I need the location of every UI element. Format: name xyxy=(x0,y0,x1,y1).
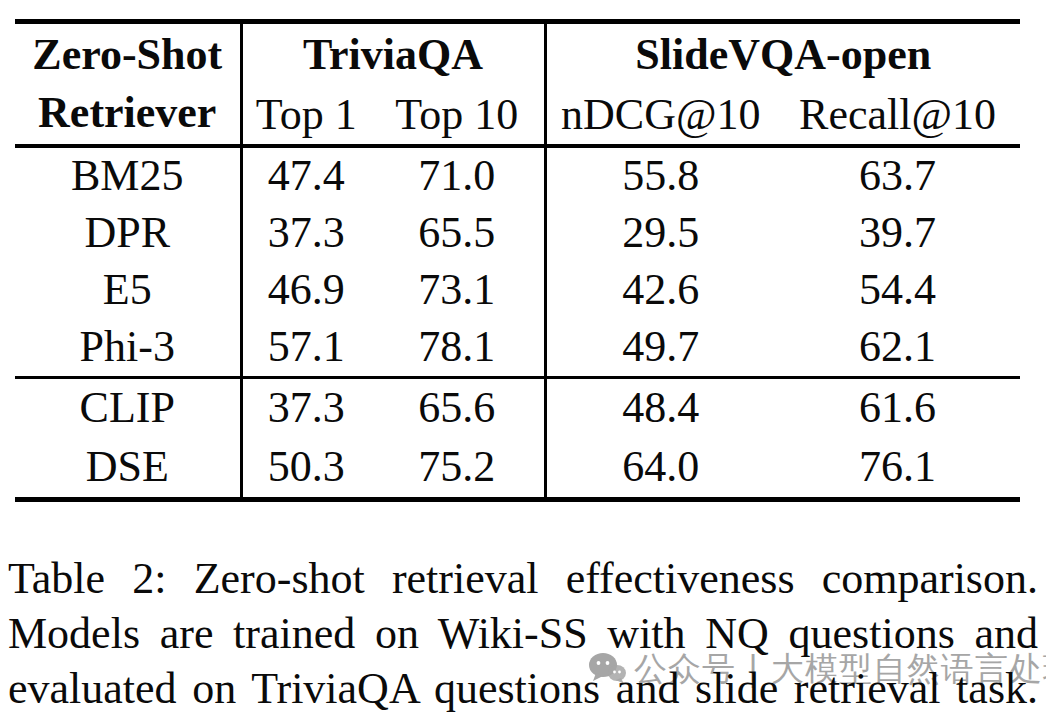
cell-ndcg10: 49.7 xyxy=(545,319,775,378)
cell-top10: 65.6 xyxy=(370,378,545,439)
cell-recall10: 54.4 xyxy=(775,262,1020,319)
table-row: E5 46.9 73.1 42.6 54.4 xyxy=(15,262,1020,319)
cell-recall10: 76.1 xyxy=(775,438,1020,500)
table-caption: Table 2: Zero-shot retrieval effectivene… xyxy=(8,551,1038,716)
column-header-retriever: Zero-Shot Retriever xyxy=(15,22,241,147)
retriever-header-line1: Zero-Shot xyxy=(15,26,240,84)
results-table: Zero-Shot Retriever TriviaQA SlideVQA-op… xyxy=(15,19,1020,502)
cell-ndcg10: 64.0 xyxy=(545,438,775,500)
column-header-recall10: Recall@10 xyxy=(775,86,1020,146)
cell-top1: 50.3 xyxy=(241,438,370,500)
cell-top10: 75.2 xyxy=(370,438,545,500)
group-header-slidevqa: SlideVQA-open xyxy=(545,22,1020,87)
retriever-header-line2: Retriever xyxy=(15,84,240,142)
row-label: CLIP xyxy=(15,378,241,439)
group-header-triviaqa: TriviaQA xyxy=(241,22,545,87)
group-header-row: Zero-Shot Retriever TriviaQA SlideVQA-op… xyxy=(15,22,1020,87)
row-label: DPR xyxy=(15,205,241,262)
column-header-top1: Top 1 xyxy=(241,86,370,146)
cell-ndcg10: 29.5 xyxy=(545,205,775,262)
cell-recall10: 39.7 xyxy=(775,205,1020,262)
row-label: Phi-3 xyxy=(15,319,241,378)
table-row: DSE 50.3 75.2 64.0 76.1 xyxy=(15,438,1020,500)
paper-table-figure: Zero-Shot Retriever TriviaQA SlideVQA-op… xyxy=(0,0,1046,724)
table-body-visual-retrievers: CLIP 37.3 65.6 48.4 61.6 DSE 50.3 75.2 6… xyxy=(15,378,1020,500)
cell-top1: 47.4 xyxy=(241,146,370,205)
results-table-container: Zero-Shot Retriever TriviaQA SlideVQA-op… xyxy=(15,19,1020,502)
cell-recall10: 61.6 xyxy=(775,378,1020,439)
cell-top1: 37.3 xyxy=(241,378,370,439)
column-header-ndcg10: nDCG@10 xyxy=(545,86,775,146)
cell-recall10: 63.7 xyxy=(775,146,1020,205)
cell-ndcg10: 55.8 xyxy=(545,146,775,205)
cell-ndcg10: 42.6 xyxy=(545,262,775,319)
cell-top10: 78.1 xyxy=(370,319,545,378)
row-label: E5 xyxy=(15,262,241,319)
table-body-text-retrievers: BM25 47.4 71.0 55.8 63.7 DPR 37.3 65.5 2… xyxy=(15,146,1020,378)
table-row: Phi-3 57.1 78.1 49.7 62.1 xyxy=(15,319,1020,378)
row-label: BM25 xyxy=(15,146,241,205)
row-label: DSE xyxy=(15,438,241,500)
cell-recall10: 62.1 xyxy=(775,319,1020,378)
cell-top1: 57.1 xyxy=(241,319,370,378)
caption-line-3: evaluated on TriviaQA questions and slid… xyxy=(8,661,1038,716)
cell-top10: 65.5 xyxy=(370,205,545,262)
table-row: BM25 47.4 71.0 55.8 63.7 xyxy=(15,146,1020,205)
cell-top1: 37.3 xyxy=(241,205,370,262)
cell-top1: 46.9 xyxy=(241,262,370,319)
column-header-top10: Top 10 xyxy=(370,86,545,146)
table-row: DPR 37.3 65.5 29.5 39.7 xyxy=(15,205,1020,262)
table-header: Zero-Shot Retriever TriviaQA SlideVQA-op… xyxy=(15,22,1020,147)
cell-top10: 71.0 xyxy=(370,146,545,205)
caption-line-1: Table 2: Zero-shot retrieval effectivene… xyxy=(8,551,1038,606)
caption-line-2: Models are trained on Wiki-SS with NQ qu… xyxy=(8,606,1038,661)
table-row: CLIP 37.3 65.6 48.4 61.6 xyxy=(15,378,1020,439)
cell-top10: 73.1 xyxy=(370,262,545,319)
cell-ndcg10: 48.4 xyxy=(545,378,775,439)
